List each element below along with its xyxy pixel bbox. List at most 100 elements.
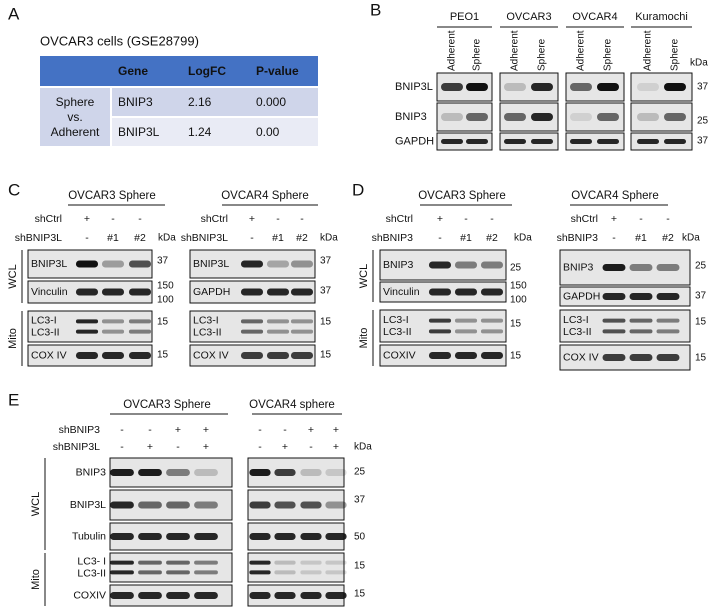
band <box>300 560 322 565</box>
row-label: COXIV <box>73 590 106 602</box>
band <box>466 113 488 121</box>
lane-label: Sphere <box>472 38 483 71</box>
blot-box <box>630 132 693 151</box>
band <box>266 329 290 334</box>
table-header: Gene <box>118 64 148 78</box>
marker-label: 15 <box>510 319 522 330</box>
condition-label: shBNIP3L <box>53 441 100 453</box>
lane-sign: #2 <box>134 232 146 244</box>
marker-label: 15 <box>510 351 522 362</box>
table-cell: 2.16 <box>188 95 212 109</box>
band <box>194 592 218 599</box>
lane-sign: - <box>283 424 287 436</box>
lane-sign: + <box>249 213 255 225</box>
band <box>602 264 626 271</box>
band <box>602 354 626 361</box>
lane-sign: - <box>148 424 152 436</box>
marker-label: 37 <box>354 495 366 506</box>
band <box>480 352 504 359</box>
band <box>110 533 134 540</box>
band <box>290 352 314 359</box>
band <box>656 354 680 361</box>
band <box>428 288 452 296</box>
row-label: BNIP3 <box>383 259 414 271</box>
band <box>428 329 452 334</box>
lane-sign: + <box>84 213 90 225</box>
band <box>194 469 218 476</box>
band <box>240 352 264 359</box>
band <box>504 83 526 91</box>
lane-sign: #2 <box>296 232 308 244</box>
condition-label: shBNIP3L <box>181 232 228 244</box>
row-label: Tubulin <box>72 531 106 543</box>
condition-label: shBNIP3L <box>15 232 62 244</box>
band <box>138 469 162 476</box>
band <box>266 319 290 324</box>
band <box>166 533 190 540</box>
band <box>138 570 162 575</box>
row-label: LC3-I <box>31 315 57 327</box>
marker-label: 15 <box>320 317 332 328</box>
band <box>249 469 271 476</box>
row-label: COX IV <box>193 350 229 362</box>
band <box>101 329 125 334</box>
band <box>480 318 504 323</box>
band <box>266 288 290 296</box>
band <box>128 319 152 324</box>
band <box>664 139 686 144</box>
marker-label: 100 <box>510 295 527 306</box>
kda-label: kDa <box>158 233 176 244</box>
band <box>597 139 619 144</box>
lane-sign: #1 <box>460 232 472 244</box>
lane-sign: - <box>300 213 304 225</box>
table-header-cell <box>40 56 318 86</box>
band <box>637 83 659 91</box>
band <box>325 592 347 599</box>
band <box>166 469 190 476</box>
marker-label: 25 <box>697 116 709 127</box>
band <box>290 260 314 268</box>
band <box>274 592 296 599</box>
marker-label: 37 <box>697 82 709 93</box>
row-label: LC3-II <box>31 327 60 339</box>
row-label: GAPDH <box>193 286 230 298</box>
row-label: COX IV <box>31 350 67 362</box>
band <box>166 570 190 575</box>
band <box>602 318 626 323</box>
band <box>194 533 218 540</box>
lane-label: Sphere <box>603 38 614 71</box>
band <box>128 288 152 296</box>
row-label: BNIP3 <box>395 111 427 123</box>
marker-label: 50 <box>354 532 366 543</box>
condition-label: shCtrl <box>386 213 413 225</box>
lane-sign: + <box>308 424 314 436</box>
band <box>602 293 626 300</box>
lane-sign: - <box>120 441 124 453</box>
table-cell: 1.24 <box>188 125 212 139</box>
lane-sign: + <box>203 424 209 436</box>
band <box>75 329 99 334</box>
row-label: BNIP3L <box>193 258 229 270</box>
cell-line: OVCAR4 <box>572 11 617 23</box>
kda-label: kDa <box>514 233 532 244</box>
condition-label: shBNIP3 <box>372 232 414 244</box>
marker-label: 37 <box>157 256 169 267</box>
blot-title: OVCAR3 Sphere <box>68 190 156 202</box>
band <box>290 288 314 296</box>
condition-label: shCtrl <box>201 213 228 225</box>
band <box>138 533 162 540</box>
lane-sign: - <box>176 441 180 453</box>
band <box>240 260 264 268</box>
band <box>249 533 271 540</box>
band <box>300 533 322 540</box>
band <box>75 352 99 359</box>
band <box>266 260 290 268</box>
marker-label: 150 <box>510 281 527 292</box>
table-cell: 0.00 <box>256 125 280 139</box>
panel-label: D <box>352 181 364 200</box>
blot-box <box>499 132 559 151</box>
band <box>166 560 190 565</box>
condition-label: shBNIP3 <box>59 424 101 436</box>
band <box>128 329 152 334</box>
